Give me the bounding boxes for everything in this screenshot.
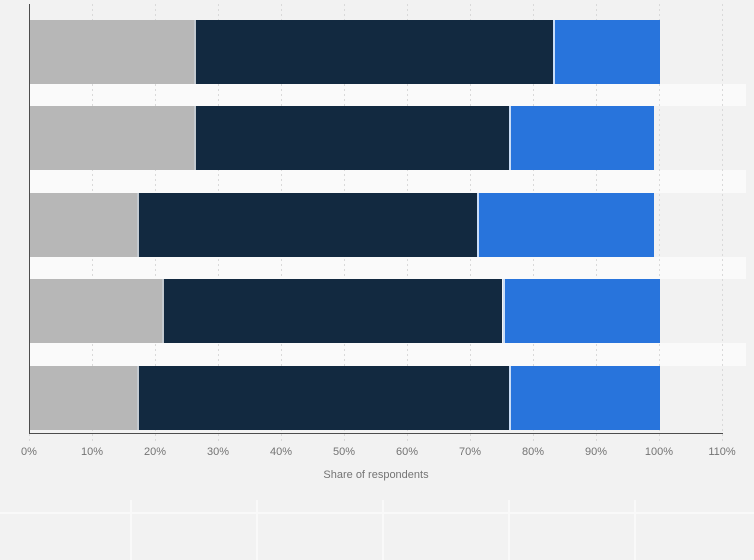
gridline [722,4,723,443]
row-gap-stripe [29,170,746,193]
x-tick-label: 10% [80,446,104,458]
footer-divider-line [0,512,754,514]
dark-navy-segment[interactable] [193,106,509,170]
footer-divider-line [130,500,132,560]
x-tick-label: 50% [332,446,356,458]
footer-divider-line [634,500,636,560]
gray-segment[interactable] [30,193,138,257]
gray-segment[interactable] [30,279,163,343]
y-axis-line [29,4,30,433]
dark-navy-segment[interactable] [193,20,553,84]
gray-segment[interactable] [30,20,194,84]
blue-segment[interactable] [508,366,660,430]
x-tick-label: 90% [584,446,608,458]
x-tick-label: 30% [206,446,230,458]
footer-divider-line [508,500,510,560]
x-tick-label: 110% [708,446,736,458]
x-axis-title: Share of respondents [323,469,429,481]
row-gap-stripe [29,257,746,279]
gray-segment[interactable] [30,106,194,170]
blue-segment[interactable] [502,279,660,343]
x-tick-label: 100% [644,446,674,458]
x-tick-label: 60% [395,446,419,458]
row-gap-stripe [29,84,746,106]
x-tick-label: 0% [21,446,37,458]
footer-divider-line [256,500,258,560]
footer-divider-line [382,500,384,560]
dark-navy-segment[interactable] [162,279,503,343]
x-tick-label: 40% [269,446,293,458]
blue-segment[interactable] [477,193,654,257]
x-tick-label: 80% [521,446,545,458]
x-axis-line [29,433,723,434]
blue-segment[interactable] [508,106,654,170]
dark-navy-segment[interactable] [137,366,509,430]
gray-segment[interactable] [30,366,138,430]
dark-navy-segment[interactable] [137,193,478,257]
x-tick-label: 20% [143,446,167,458]
blue-segment[interactable] [552,20,660,84]
gridline [659,4,660,443]
row-gap-stripe [29,343,746,366]
x-tick-label: 70% [458,446,482,458]
